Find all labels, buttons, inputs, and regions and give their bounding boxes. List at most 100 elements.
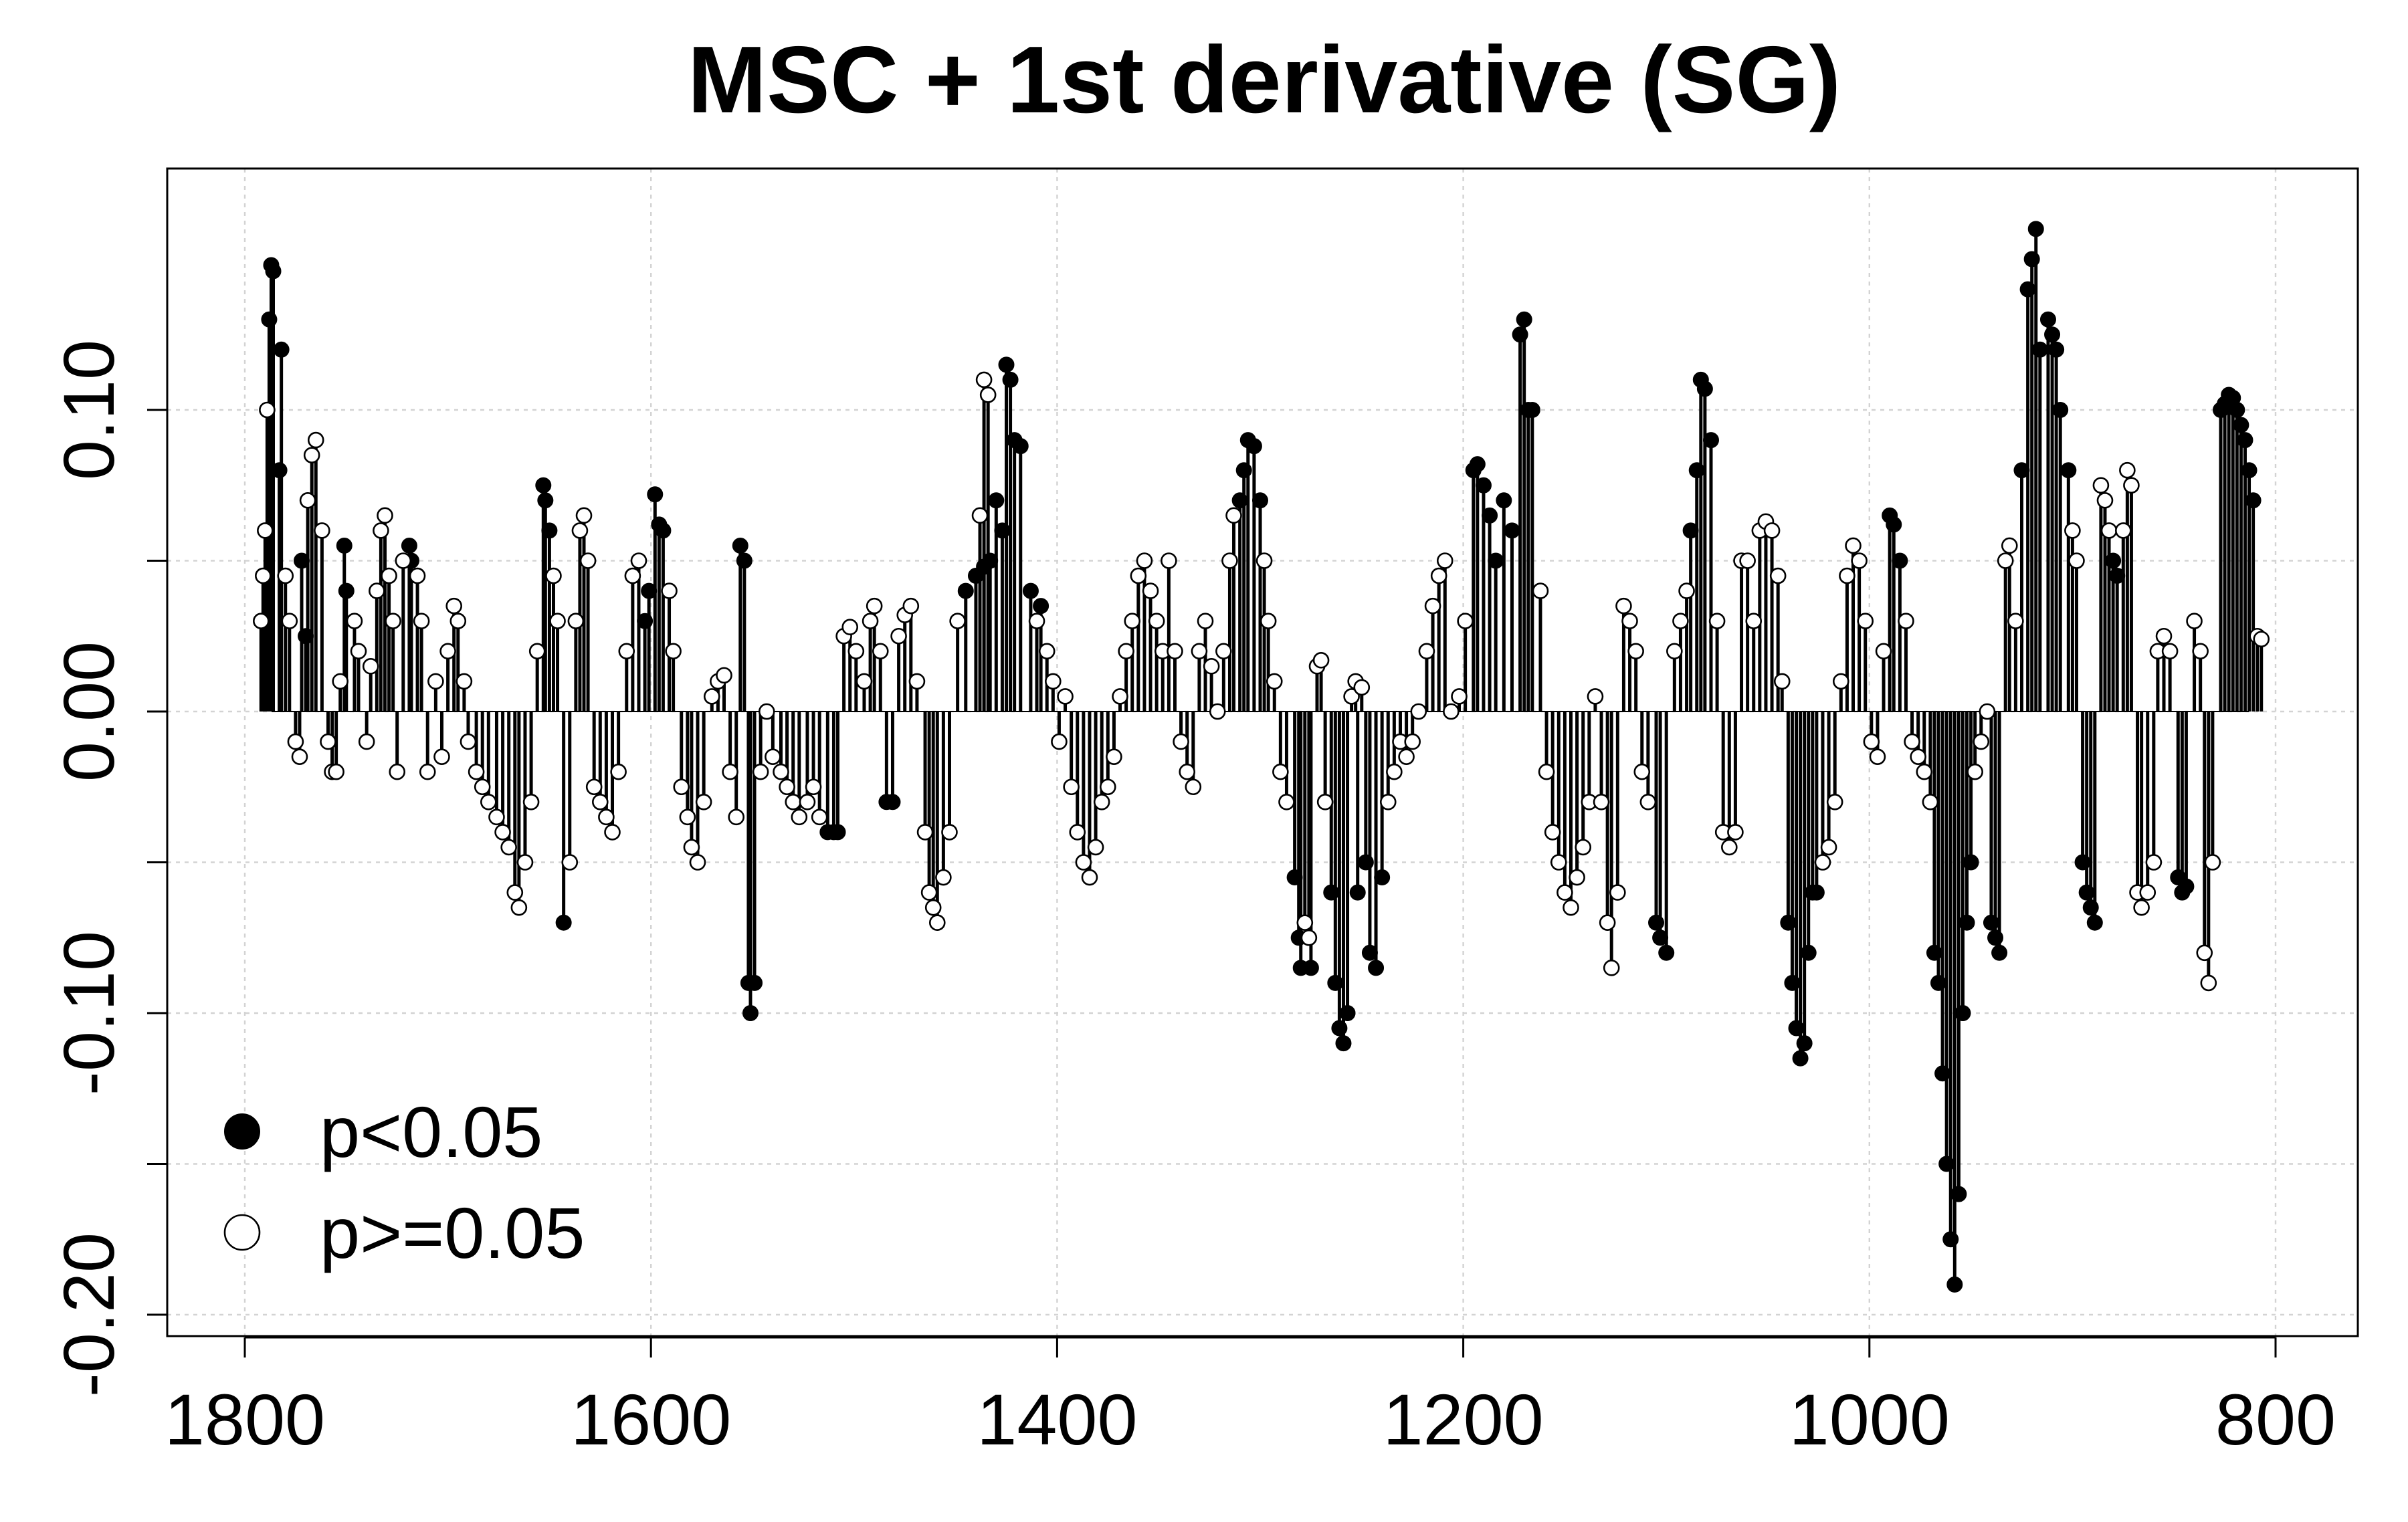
point-not-significant-111 <box>1063 778 1080 796</box>
point-not-significant-164 <box>1457 613 1474 630</box>
point-not-significant-209 <box>1875 643 1892 660</box>
point-not-significant-167 <box>1544 824 1561 841</box>
point-not-significant-31 <box>433 748 450 765</box>
point-not-significant-61 <box>624 567 641 584</box>
point-not-significant-226 <box>2115 522 2132 539</box>
point-not-significant-171 <box>1569 869 1585 886</box>
point-not-significant-180 <box>1621 613 1638 630</box>
point-not-significant-134 <box>1203 658 1220 675</box>
point-significant-11 <box>535 477 552 494</box>
point-significant-131 <box>2245 492 2262 509</box>
point-not-significant-88 <box>856 673 873 690</box>
point-not-significant-8 <box>299 492 316 509</box>
point-not-significant-149 <box>1343 688 1360 705</box>
point-not-significant-9 <box>303 447 320 463</box>
point-not-significant-63 <box>661 582 678 599</box>
point-not-significant-51 <box>567 613 585 630</box>
point-significant-39 <box>1012 438 1029 455</box>
point-not-significant-218 <box>1997 552 2014 569</box>
point-not-significant-79 <box>779 778 795 796</box>
point-significant-30 <box>957 582 974 599</box>
point-not-significant-141 <box>1266 673 1283 690</box>
point-significant-51 <box>1323 884 1340 901</box>
point-not-significant-96 <box>916 824 934 841</box>
point-not-significant-76 <box>758 703 775 720</box>
point-significant-116 <box>2082 899 2099 916</box>
point-not-significant-139 <box>1256 552 1273 569</box>
point-not-significant-102 <box>949 613 966 630</box>
point-not-significant-199 <box>1814 854 1831 871</box>
point-not-significant-176 <box>1599 914 1616 931</box>
point-not-significant-125 <box>1148 613 1165 630</box>
axes: 1800 1600 1400 1200 1000 800 -0.20 -0.10 0.00 0.1… <box>48 340 2336 1460</box>
point-not-significant-169 <box>1557 884 1573 901</box>
point-not-significant-184 <box>1666 643 1683 660</box>
point-significant-114 <box>2074 854 2091 871</box>
point-not-significant-205 <box>1851 552 1868 569</box>
point-not-significant-190 <box>1727 824 1744 841</box>
point-not-significant-193 <box>1745 613 1763 630</box>
point-not-significant-54 <box>579 552 597 569</box>
point-not-significant-59 <box>610 763 627 780</box>
point-not-significant-20 <box>369 582 385 599</box>
point-not-significant-208 <box>1869 748 1886 765</box>
point-significant-7 <box>336 537 353 554</box>
point-significant-103 <box>1991 944 2008 961</box>
point-not-significant-122 <box>1130 567 1147 584</box>
point-not-significant-64 <box>665 643 682 660</box>
point-not-significant-231 <box>2139 884 2156 901</box>
point-not-significant-77 <box>765 748 781 765</box>
point-not-significant-26 <box>395 552 412 569</box>
point-not-significant-43 <box>506 884 524 901</box>
point-not-significant-55 <box>585 778 603 796</box>
point-not-significant-156 <box>1404 733 1421 750</box>
point-not-significant-143 <box>1278 794 1295 810</box>
point-significant-0 <box>261 311 278 328</box>
point-not-significant-52 <box>571 522 589 539</box>
point-not-significant-219 <box>2001 537 2018 554</box>
point-not-significant-187 <box>1708 613 1726 630</box>
point-significant-12 <box>537 492 554 509</box>
y-tick-label-0: -0.20 <box>48 1232 129 1397</box>
point-not-significant-3 <box>259 401 276 419</box>
point-not-significant-130 <box>1179 763 1196 780</box>
point-not-significant-35 <box>456 673 473 690</box>
point-significant-27 <box>829 824 846 841</box>
point-not-significant-161 <box>1436 552 1453 569</box>
point-not-significant-1 <box>255 567 272 584</box>
x-tick-label-5: 800 <box>2215 1379 2336 1460</box>
point-significant-68 <box>1512 326 1528 343</box>
point-significant-119 <box>2109 568 2126 584</box>
x-tick-label-4: 1000 <box>1789 1379 1950 1460</box>
point-not-significant-73 <box>722 763 738 780</box>
point-not-significant-166 <box>1538 763 1555 780</box>
point-not-significant-160 <box>1430 567 1447 584</box>
point-significant-112 <box>2052 402 2069 418</box>
point-not-significant-135 <box>1209 703 1226 720</box>
point-significant-71 <box>1524 402 1540 418</box>
point-not-significant-34 <box>449 613 467 630</box>
point-significant-94 <box>1938 1156 1955 1172</box>
point-not-significant-29 <box>419 763 436 780</box>
point-significant-43 <box>1235 462 1252 479</box>
x-tick-label-1: 1600 <box>571 1379 731 1460</box>
point-not-significant-214 <box>1922 794 1939 810</box>
point-not-significant-14 <box>328 763 344 780</box>
point-not-significant-56 <box>591 794 609 810</box>
point-not-significant-213 <box>1916 763 1933 780</box>
point-not-significant-174 <box>1587 688 1604 705</box>
point-significant-69 <box>1516 311 1532 328</box>
point-significant-75 <box>1682 522 1699 539</box>
point-not-significant-148 <box>1316 794 1334 810</box>
point-not-significant-234 <box>2155 627 2173 645</box>
point-significant-115 <box>2078 884 2095 901</box>
point-not-significant-53 <box>575 507 593 524</box>
point-significant-62 <box>1469 456 1486 473</box>
point-not-significant-115 <box>1087 839 1104 856</box>
point-significant-55 <box>1339 1005 1356 1021</box>
point-not-significant-117 <box>1100 778 1116 796</box>
point-not-significant-45 <box>516 854 534 871</box>
point-not-significant-104 <box>975 371 993 389</box>
point-significant-98 <box>1954 1005 1971 1021</box>
